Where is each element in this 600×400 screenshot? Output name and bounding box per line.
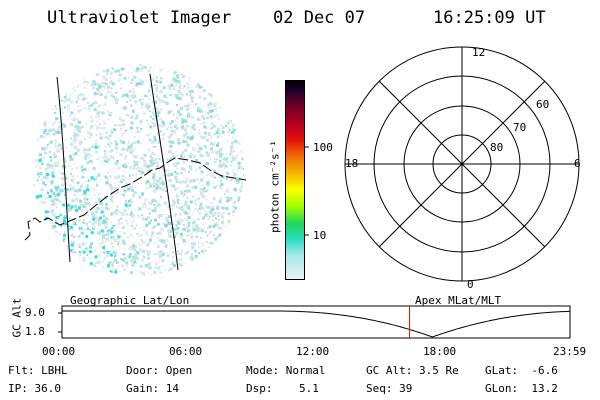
time-tick-1800: 18:00 [423,345,457,358]
date-label: 02 Dec 07 [273,8,366,28]
uv-earth-image [24,64,247,276]
mlt-label-18: 18 [345,157,359,170]
altitude-axis-label: GC Alt [10,297,24,338]
info-door: Door: Open [126,364,193,377]
time-tick-1200: 12:00 [296,345,330,358]
time-tick-2359: 23:59 [553,345,587,358]
info-ip: IP: 36.0 [8,382,61,395]
info-glon: GLon: 13.2 [485,382,558,395]
altitude-plot-frame [61,305,571,339]
lat-label-60: 60 [536,98,550,111]
longitude-line-left [56,76,71,263]
lat-label-80: 80 [490,141,504,154]
info-mode: Mode: Normal [246,364,326,377]
polar-mlt-plot [344,46,580,282]
mlt-label-12: 12 [472,46,486,59]
info-gain: Gain: 14 [126,382,179,395]
lat-label-70: 70 [513,121,527,134]
colorbar-tick-100: 100 [313,141,333,154]
info-seq: Seq: 39 [366,382,413,395]
time-label: 16:25:09 UT [433,8,546,28]
altitude-tick-1-8: 1.8 [25,325,45,338]
time-tick-0600: 06:00 [169,345,203,358]
longitude-line-right [149,73,179,271]
colorbar-tick-10: 10 [313,229,327,242]
info-dsp: Dsp: 5.1 [246,382,319,395]
altitude-curve [62,310,571,338]
colorbar-ticks [305,146,309,236]
geographic-panel-label: Geographic Lat/Lon [70,294,190,307]
info-filter: Flt: LBHL [8,364,68,377]
info-glat: GLat: -6.6 [485,364,558,377]
apex-panel-label: Apex MLat/MLT [415,294,502,307]
terminator-line [24,157,247,241]
time-tick-0000: 00:00 [42,345,76,358]
mlt-label-0: 0 [467,278,474,291]
colorbar [285,80,305,280]
instrument-title: Ultraviolet Imager [47,8,232,28]
altitude-tick-9: 9.0 [25,306,45,319]
mlt-label-6: 6 [574,157,581,170]
info-gc-alt: GC Alt: 3.5 Re [366,364,459,377]
polar-diagonal-2 [378,80,546,248]
